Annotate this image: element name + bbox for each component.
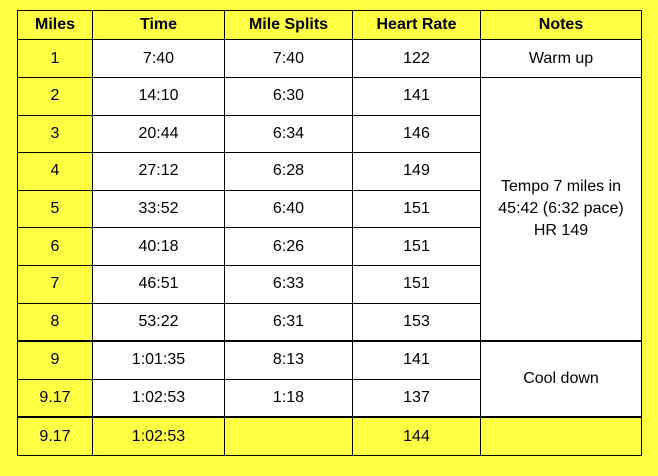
miles-cell: 2 <box>17 77 93 116</box>
split-cell: 6:28 <box>224 152 353 191</box>
heart-rate-cell: 151 <box>352 227 481 266</box>
split-cell: 7:40 <box>224 39 353 79</box>
heart-rate-cell: 141 <box>352 77 481 116</box>
split-cell: 6:26 <box>224 227 353 266</box>
header-mile-splits: Mile Splits <box>224 9 353 41</box>
header-row: Miles Time Mile Splits Heart Rate Notes <box>17 9 642 41</box>
note-tempo: Tempo 7 miles in 45:42 (6:32 pace) HR 14… <box>480 77 642 342</box>
split-cell: 8:13 <box>224 340 353 380</box>
miles-cell: 9 <box>17 340 93 380</box>
table-row: 3 20:44 6:34 146 <box>17 114 642 154</box>
note-warmup: Warm up <box>480 39 642 79</box>
total-heart-rate-cell: 144 <box>352 416 481 457</box>
miles-cell: 6 <box>17 227 93 266</box>
table-row: 1 7:40 7:40 122 Warm up <box>17 39 642 79</box>
note-tempo-line3: HR 149 <box>533 222 589 240</box>
time-cell: 27:12 <box>92 152 225 191</box>
heart-rate-cell: 122 <box>352 39 481 79</box>
miles-cell: 3 <box>17 114 93 154</box>
time-cell: 33:52 <box>92 189 225 229</box>
split-cell: 6:34 <box>224 114 353 154</box>
table-row: 5 33:52 6:40 151 <box>17 189 642 229</box>
heart-rate-cell: 146 <box>352 114 481 154</box>
split-cell: 6:40 <box>224 189 353 229</box>
table-row: 4 27:12 6:28 149 <box>17 152 642 191</box>
heart-rate-cell: 149 <box>352 152 481 191</box>
run-splits-table: Miles Time Mile Splits Heart Rate Notes … <box>17 9 642 457</box>
total-miles-cell: 9.17 <box>17 416 93 457</box>
total-split-cell <box>224 416 353 457</box>
total-row: 9.17 1:02:53 144 <box>17 416 642 457</box>
split-cell: 1:18 <box>224 378 353 418</box>
header-miles: Miles <box>17 9 93 41</box>
split-cell: 6:30 <box>224 77 353 116</box>
miles-cell: 9.17 <box>17 378 93 418</box>
miles-cell: 4 <box>17 152 93 191</box>
header-notes: Notes <box>480 9 642 41</box>
time-cell: 14:10 <box>92 77 225 116</box>
time-cell: 1:01:35 <box>92 340 225 380</box>
miles-cell: 5 <box>17 189 93 229</box>
header-heart-rate: Heart Rate <box>352 9 481 41</box>
time-cell: 40:18 <box>92 227 225 266</box>
table-row: 6 40:18 6:26 151 <box>17 227 642 266</box>
total-time-cell: 1:02:53 <box>92 416 225 457</box>
time-cell: 20:44 <box>92 114 225 154</box>
split-cell: 6:33 <box>224 264 353 304</box>
time-cell: 53:22 <box>92 302 225 342</box>
table-row: 7 46:51 6:33 151 <box>17 264 642 304</box>
total-note-cell <box>480 416 642 457</box>
table-row: 9.17 1:02:53 1:18 137 <box>17 378 642 418</box>
table-row: 2 14:10 6:30 141 Tempo 7 miles in 45:42 … <box>17 77 642 342</box>
header-time: Time <box>92 9 225 41</box>
table-row: 9 1:01:35 8:13 141 Cool down <box>17 340 642 418</box>
miles-cell: 7 <box>17 264 93 304</box>
miles-cell: 8 <box>17 302 93 342</box>
heart-rate-cell: 153 <box>352 302 481 342</box>
miles-cell: 1 <box>17 39 93 79</box>
note-cooldown: Cool down <box>480 340 642 418</box>
time-cell: 1:02:53 <box>92 378 225 418</box>
note-tempo-line1: Tempo 7 miles in <box>500 178 622 196</box>
time-cell: 7:40 <box>92 39 225 79</box>
note-tempo-line2: 45:42 (6:32 pace) <box>498 200 624 218</box>
split-cell: 6:31 <box>224 302 353 342</box>
heart-rate-cell: 151 <box>352 264 481 304</box>
time-cell: 46:51 <box>92 264 225 304</box>
heart-rate-cell: 151 <box>352 189 481 229</box>
heart-rate-cell: 137 <box>352 378 481 418</box>
heart-rate-cell: 141 <box>352 340 481 380</box>
table-row: 8 53:22 6:31 153 <box>17 302 642 342</box>
